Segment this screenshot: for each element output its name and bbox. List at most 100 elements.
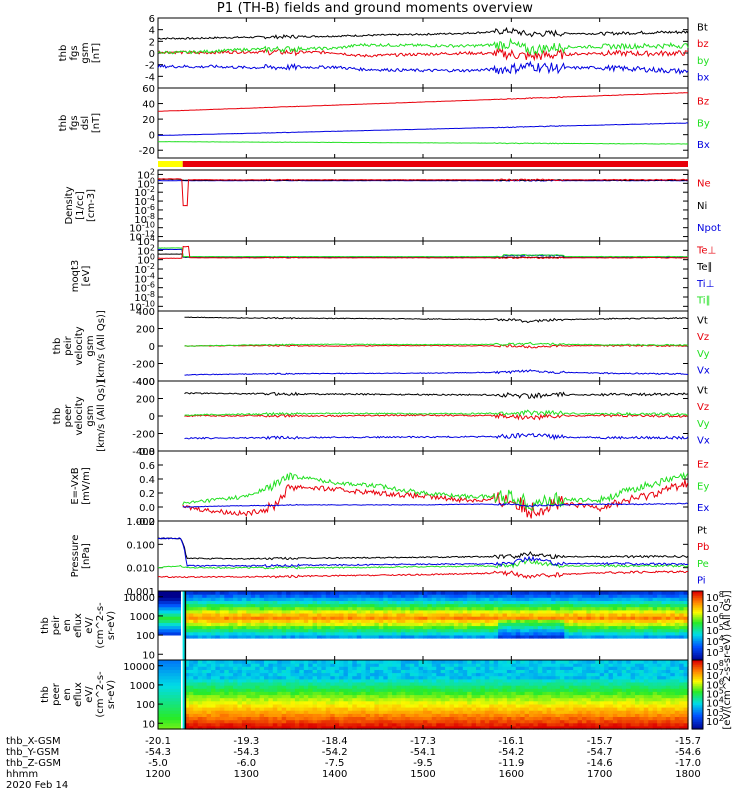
spectrogram-cell (476, 597, 481, 601)
spectrogram-cell (392, 694, 398, 699)
spectrogram-cell (568, 685, 574, 689)
spectrogram-cell (321, 631, 327, 636)
spectrogram-cell (286, 606, 292, 611)
spectrogram-cell (617, 703, 623, 708)
spectrogram-cell (219, 725, 225, 730)
spectrogram-cell (325, 666, 331, 670)
spectrogram-cell (476, 603, 481, 608)
spectrogram-cell (453, 719, 459, 724)
spectrogram-cell (405, 603, 411, 608)
spectrogram-cell (197, 613, 203, 617)
spectrogram-cell (502, 675, 508, 680)
spectrogram-cell (670, 603, 676, 608)
series-line-Vz (184, 344, 689, 349)
spectrogram-cell (582, 682, 587, 686)
spectrogram-cell (564, 660, 570, 664)
spectrogram-cell (590, 688, 596, 692)
colorbar-cell (692, 634, 703, 637)
spectrogram-cell (524, 710, 530, 714)
spectrogram-cell (290, 700, 296, 705)
spectrogram-cell (427, 697, 433, 702)
spectrogram-cell (188, 591, 194, 595)
spectrogram-cell (405, 594, 411, 598)
spectrogram-cell (599, 722, 605, 727)
spectrogram-cell (520, 694, 526, 699)
spectrogram-cell (489, 697, 495, 702)
spectrogram-cell (312, 688, 318, 692)
spectrogram-cell (387, 600, 393, 605)
spectrogram-cell (184, 600, 190, 605)
spectrogram-cell (498, 694, 504, 699)
spectrogram-cell (197, 591, 203, 595)
spectrogram-cell (228, 619, 234, 623)
spectrogram-cell (202, 591, 208, 595)
spectrogram-cell (515, 591, 521, 595)
spectrogram-cell (339, 606, 345, 611)
spectrogram-cell (255, 697, 261, 702)
colorbar-tick-label: 106 (706, 612, 724, 626)
spectrogram-cell (665, 600, 671, 605)
spectrogram-cell (502, 725, 508, 730)
spectrogram-cell (423, 594, 428, 598)
spectrogram-cell (184, 663, 190, 667)
spectrogram-cell (241, 619, 247, 623)
spectrogram-cell (458, 716, 464, 721)
spectrogram-cell (339, 725, 345, 730)
spectrogram-cell (255, 606, 261, 611)
spectrogram-cell (462, 594, 468, 598)
spectrogram-cell (458, 619, 464, 623)
spectrogram-cell (188, 710, 194, 714)
spectrogram-cell (423, 622, 428, 627)
spectrogram-cell (370, 594, 375, 598)
spectrogram-cell (639, 631, 645, 636)
spectrogram-cell (515, 616, 521, 620)
spectrogram-cell (241, 631, 247, 636)
spectrogram-cell (211, 707, 216, 711)
spectrogram-cell (467, 707, 473, 711)
spectrogram-cell (268, 725, 274, 730)
spectrogram-cell (515, 694, 521, 699)
spectrogram-cell (228, 713, 234, 717)
spectrogram-cell (352, 685, 358, 689)
spectrogram-cell (453, 628, 459, 633)
spectrogram-cell (347, 609, 353, 614)
spectrogram-cell (586, 697, 592, 702)
spectrogram-cell (484, 710, 490, 714)
spectrogram-cell (255, 716, 261, 721)
spectrogram-cell (347, 600, 353, 605)
spectrogram-cell (339, 619, 345, 623)
spectrogram-cell (378, 710, 384, 714)
spectrogram-cell (639, 719, 645, 724)
spectrogram-cell (193, 631, 199, 636)
spectrogram-cell (206, 672, 212, 677)
spectrogram-cell (683, 628, 689, 633)
spectrogram-cell (559, 666, 565, 670)
spectrogram-cell (559, 622, 565, 627)
spectrogram-cell (453, 697, 459, 702)
spectrogram-cell (683, 716, 689, 721)
spectrogram-cell (228, 722, 234, 727)
spectrogram-cell (347, 725, 353, 730)
spectrogram-cell (445, 616, 451, 620)
spectrogram-cell (352, 688, 358, 692)
spectrogram-cell (529, 669, 534, 674)
spectrogram-cell (626, 631, 632, 636)
spectrogram-cell (383, 606, 389, 611)
spectrogram-cell (228, 600, 234, 605)
spectrogram-cell (290, 716, 296, 721)
spectrogram-cell (343, 703, 349, 708)
colorbar-cell (692, 647, 703, 651)
spectrogram-cell (555, 691, 561, 696)
spectrogram-cell (621, 597, 627, 601)
spectrogram-cell (418, 685, 424, 689)
spectrogram-cell (683, 694, 689, 699)
spectrogram-cell (520, 722, 526, 727)
spectrogram-cell (467, 703, 473, 708)
spectrogram-cell (423, 631, 428, 636)
spectrogram-cell (626, 628, 632, 633)
spectrogram-cell (228, 660, 234, 664)
spectrogram-cell (683, 685, 689, 689)
spectrogram-cell (365, 663, 371, 667)
spectrogram-cell (339, 634, 345, 639)
spectrogram-cell (498, 619, 504, 623)
